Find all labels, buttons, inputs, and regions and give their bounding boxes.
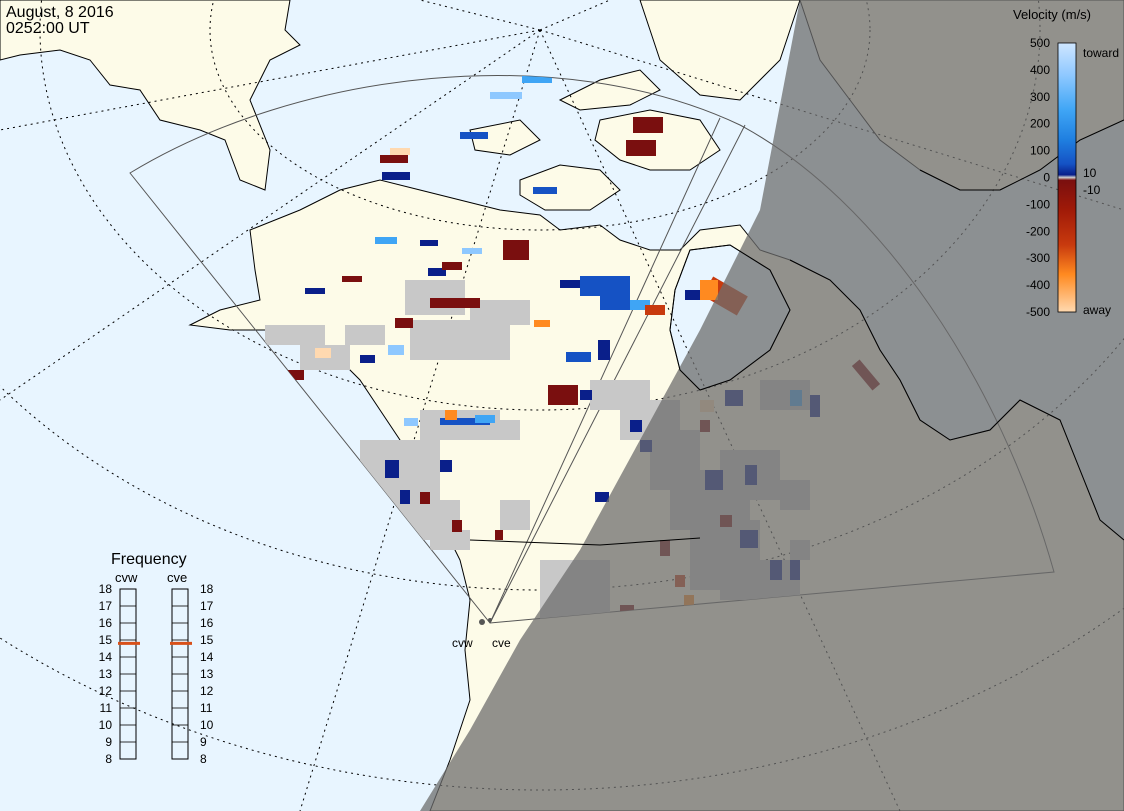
frequency-tick-label: 10	[99, 718, 113, 732]
frequency-tick-label: 12	[200, 684, 214, 698]
date-label: August, 8 2016	[6, 4, 114, 21]
colorbar-scale	[1057, 42, 1077, 313]
colorbar-away-label: away	[1083, 303, 1111, 317]
frequency-radar-cve: cve	[167, 570, 187, 585]
frequency-tick-label: 17	[99, 599, 113, 613]
frequency-tick-label: 14	[200, 650, 214, 664]
frequency-tick-label: 11	[200, 701, 213, 715]
frequency-tick-label: 12	[99, 684, 113, 698]
frequency-tick-label: 13	[200, 667, 214, 681]
frequency-tick-label: 11	[100, 701, 113, 715]
time-label: 0252:00 UT	[6, 20, 90, 37]
colorbar-title: Velocity (m/s)	[1013, 7, 1091, 22]
frequency-tick-label: 15	[99, 633, 113, 647]
frequency-tick-label: 17	[200, 599, 214, 613]
velocity-colorbar: Velocity (m/s) 500 400 300 200 100 0 -100 -200 -…	[1013, 7, 1119, 319]
radar-site-cve: cve	[488, 618, 511, 650]
colorbar-tick-label: -500	[1026, 305, 1050, 319]
frequency-tick-label: 16	[99, 616, 113, 630]
frequency-tick-label: 8	[105, 752, 112, 766]
colorbar-ticks: 500 400 300 200 100 0 -100 -200 -300 -400 -500	[1026, 36, 1050, 319]
colorbar-tick-label: -400	[1026, 278, 1050, 292]
colorbar-tick-neg10: -10	[1083, 183, 1101, 197]
colorbar-tick-label: 500	[1030, 36, 1050, 50]
site-label-cve: cve	[492, 636, 511, 650]
frequency-tick-label: 9	[105, 735, 112, 749]
coastline-overlay	[469, 119, 1124, 546]
colorbar-tick-label: 0	[1043, 171, 1050, 185]
frequency-title: Frequency	[111, 551, 187, 568]
colorbar-toward-label: toward	[1083, 46, 1119, 60]
frequency-tick-label: 15	[200, 633, 214, 647]
site-label-cvw: cvw	[452, 636, 473, 650]
colorbar-tick-label: 100	[1030, 144, 1050, 158]
frequency-tick-label: 18	[99, 582, 113, 596]
colorbar-tick-label: -200	[1026, 224, 1050, 238]
colorbar-tick-10: 10	[1083, 166, 1097, 180]
frequency-tick-label: 9	[200, 735, 207, 749]
frequency-tick-label: 13	[99, 667, 113, 681]
night-shading	[420, 0, 1124, 811]
colorbar-tick-label: 200	[1030, 117, 1050, 131]
frequency-tick-label: 10	[200, 718, 214, 732]
frequency-tick-label: 14	[99, 650, 113, 664]
colorbar-tick-label: -100	[1026, 197, 1050, 211]
colorbar-tick-label: 300	[1030, 90, 1050, 104]
frequency-panel: Frequency cvw cve 18 18 17 17 16 16 15 15 14 14 13…	[99, 551, 214, 766]
frequency-tick-label: 16	[200, 616, 214, 630]
radar-site-cvw: cvw	[452, 619, 485, 650]
colorbar-tick-label: -300	[1026, 251, 1050, 265]
frequency-tick-label: 18	[200, 582, 214, 596]
frequency-tick-label: 8	[200, 752, 207, 766]
frequency-radar-cvw: cvw	[115, 570, 138, 585]
colorbar-tick-label: 400	[1030, 63, 1050, 77]
frequency-scale: 18 18 17 17 16 16 15 15 14 14 13 13 12 12 11 11 10 10 9 9 8 8	[99, 582, 214, 766]
